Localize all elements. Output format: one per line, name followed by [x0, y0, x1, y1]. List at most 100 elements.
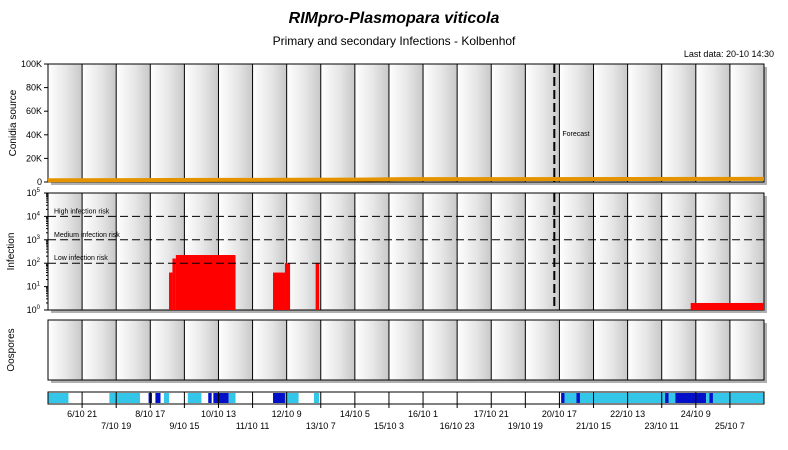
weather-segment: [313, 393, 320, 403]
infection-panel-column: [388, 193, 424, 310]
conidia-panel-column: [184, 64, 219, 182]
x-tick-label: 22/10 13: [610, 409, 645, 419]
infection-bar: [273, 272, 285, 310]
infection-panel-column: [116, 193, 151, 310]
conidia-panel-column: [593, 64, 628, 182]
oospores-panel-column: [116, 320, 151, 380]
oospores-panel-column: [491, 320, 526, 380]
weather-segment: [706, 393, 764, 403]
x-tick-label: 8/10 17: [135, 409, 165, 419]
conidia-panel-column: [150, 64, 185, 182]
infection-bar: [175, 255, 236, 310]
weather-segment: [665, 393, 669, 403]
infection-ytick-label: 104: [27, 211, 41, 221]
threshold-label: Low infection risk: [54, 255, 108, 262]
conidia-panel-column: [116, 64, 151, 182]
x-tick-label: 16/10 23: [440, 421, 475, 431]
conidia-panel-column: [354, 64, 389, 182]
x-tick-label: 16/10 1: [408, 409, 438, 419]
weather-segment: [564, 393, 676, 403]
infection-panel-column: [457, 193, 492, 310]
weather-segment: [48, 393, 69, 403]
oospores-panel-border: [47, 319, 765, 381]
infection-ytick-exp: 3: [37, 235, 41, 241]
x-tick-label: 21/10 15: [576, 421, 611, 431]
infection-panel-column: [729, 193, 764, 310]
conidia-ytick-label: 20K: [26, 153, 42, 163]
conidia-ytick-label: 40K: [26, 130, 42, 140]
x-tick-label: 23/10 11: [645, 421, 679, 431]
oospores-panel-column: [286, 320, 321, 380]
oospores-panel-column: [695, 320, 730, 380]
conidia-panel-column: [320, 64, 355, 182]
conidia-panel-column: [423, 64, 458, 182]
oospores-panel-column: [252, 320, 287, 380]
conidia-panel-column: [491, 64, 526, 182]
infection-bar: [284, 263, 291, 310]
x-tick-label: 6/10 21: [67, 409, 97, 419]
conidia-panel-column: [218, 64, 253, 182]
conidia-panel-border: [47, 63, 765, 183]
infection-panel-column: [82, 193, 117, 310]
infection-bar: [172, 258, 176, 310]
oospores-panel-column: [184, 320, 219, 380]
threshold-label: High infection risk: [54, 208, 110, 215]
oospores-panel-column: [593, 320, 628, 380]
oospores-panel-column: [729, 320, 764, 380]
infection-panel-border: [47, 192, 765, 311]
conidia-panel-column: [729, 64, 764, 182]
weather-segment: [228, 393, 236, 403]
weather-segment: [709, 393, 713, 403]
infection-ytick-exp: 0: [37, 305, 41, 311]
oospores-panel-column: [82, 320, 117, 380]
x-tick-label: 11/10 11: [236, 421, 270, 431]
weather-segment: [576, 393, 580, 403]
infection-panel-column: [491, 193, 526, 310]
threshold-label: Medium infection risk: [54, 232, 120, 239]
chart-subtitle: Primary and secondary Infections - Kolbe…: [272, 34, 516, 48]
oospores-panel-column: [320, 320, 355, 380]
x-tick-label: 9/10 15: [169, 421, 199, 431]
x-tick-label: 7/10 19: [101, 421, 131, 431]
infection-panel-column: [593, 193, 628, 310]
weather-segment: [561, 393, 565, 403]
infection-ytick-label: 101: [27, 282, 41, 292]
oospores-panel-column: [525, 320, 560, 380]
oospores-panel-column: [423, 320, 458, 380]
conidia-panel-column: [48, 64, 83, 182]
oospores-panel-column: [150, 320, 185, 380]
x-tick-label: 19/10 19: [508, 421, 543, 431]
x-tick-label: 12/10 9: [272, 409, 302, 419]
infection-ytick-exp: 2: [37, 258, 41, 264]
x-tick-label: 10/10 13: [201, 409, 236, 419]
infection-panel-column: [627, 193, 662, 310]
infection-ytick-exp: 1: [37, 282, 41, 288]
x-tick-label: 20/10 17: [542, 409, 577, 419]
infection-ytick-label: 102: [27, 258, 41, 268]
infection-panel-column: [48, 193, 83, 310]
conidia-panel-column: [695, 64, 730, 182]
oospores-panel-column: [457, 320, 492, 380]
infection-ytick-exp: 5: [37, 188, 41, 194]
infection-panel-column: [320, 193, 355, 310]
weather-segment: [155, 393, 161, 403]
conidia-ytick-label: 80K: [26, 83, 42, 93]
infection-axis-label: Infection: [6, 233, 17, 271]
conidia-axis-label: Conidia source: [8, 89, 19, 156]
infection-panel-column: [695, 193, 730, 310]
conidia-panel-column: [388, 64, 424, 182]
weather-segment: [213, 393, 229, 403]
infection-ytick-exp: 4: [37, 211, 41, 217]
x-tick-label: 14/10 5: [340, 409, 370, 419]
x-tick-label: 15/10 3: [374, 421, 404, 431]
conidia-ytick-label: 100K: [21, 59, 42, 69]
conidia-panel-column: [559, 64, 594, 182]
conidia-line: [47, 176, 765, 183]
infection-panel-column: [661, 193, 696, 310]
infection-bar: [315, 263, 320, 310]
weather-segment: [187, 393, 202, 403]
infection-panel-column: [354, 193, 389, 310]
oospores-panel-column: [661, 320, 696, 380]
conidia-panel-column: [286, 64, 321, 182]
